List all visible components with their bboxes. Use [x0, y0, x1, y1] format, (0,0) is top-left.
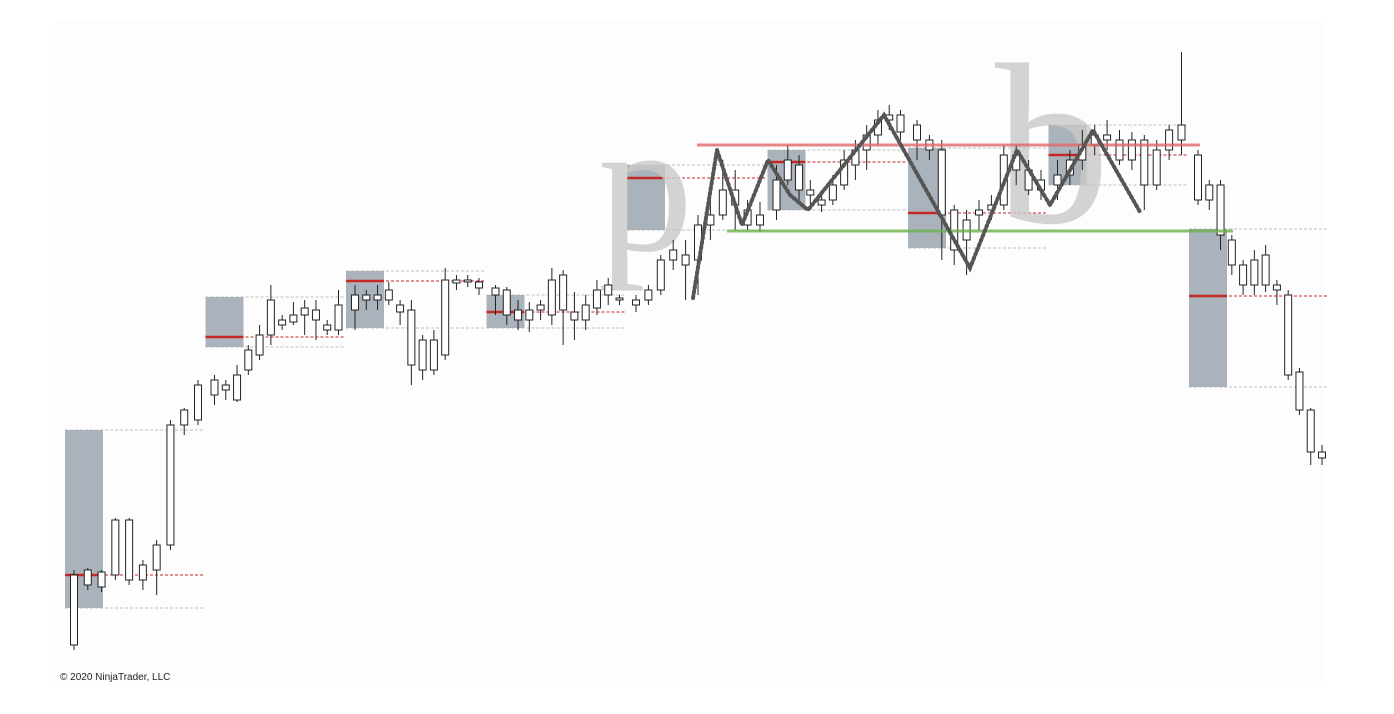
candle-body: [581, 304, 590, 321]
candle-body: [525, 309, 534, 321]
candle-body: [795, 164, 804, 191]
candle-body: [937, 149, 946, 216]
candle-body: [896, 114, 905, 133]
candle-body: [83, 569, 92, 586]
candle-body: [840, 159, 849, 186]
candle-body: [166, 424, 175, 546]
candle-body: [681, 254, 690, 266]
candle-body: [244, 349, 253, 371]
candle-body: [255, 334, 264, 356]
candle-body: [138, 564, 147, 581]
candle-body: [111, 519, 120, 576]
candle-body: [97, 571, 106, 588]
candle-body: [70, 574, 78, 646]
candle-body: [475, 281, 483, 289]
candle-body: [1140, 139, 1149, 186]
copyright: © 2020 NinjaTrader, LLC: [60, 672, 170, 683]
candle-body: [311, 309, 320, 321]
candle-body: [1053, 174, 1062, 186]
candle-body: [396, 304, 405, 313]
candle-body: [1272, 284, 1281, 291]
candle-body: [1239, 264, 1248, 286]
candle-body: [1177, 124, 1186, 141]
candle-body: [536, 304, 545, 311]
plot-area: [55, 20, 1325, 685]
candle-body: [1194, 154, 1202, 201]
candle-body: [1115, 139, 1124, 161]
candle-body: [491, 287, 500, 296]
candle-body: [194, 384, 202, 421]
candle-body: [615, 297, 624, 301]
candle-body: [1216, 184, 1225, 236]
candle-body: [373, 294, 382, 301]
candle-body: [913, 124, 921, 141]
candle-body: [289, 314, 298, 323]
candle-body: [407, 309, 416, 366]
candle-body: [278, 319, 287, 326]
candle-body: [592, 289, 601, 309]
candle-body: [1227, 239, 1236, 266]
candle-body: [152, 544, 161, 571]
candle-body: [502, 289, 511, 316]
candle-body: [180, 409, 189, 426]
candle-body: [221, 384, 230, 391]
candle-body: [1165, 129, 1174, 151]
candle-body: [756, 214, 764, 226]
candle-body: [975, 209, 983, 216]
candle-body: [772, 179, 781, 211]
candle-body: [817, 199, 826, 206]
candle-body: [718, 189, 727, 216]
candle-body: [1205, 184, 1214, 201]
candle-body: [351, 294, 359, 311]
candle-body: [300, 307, 309, 316]
candle-body: [125, 519, 134, 581]
candle-body: [1103, 134, 1112, 141]
candle-body: [429, 339, 438, 371]
candle-body: [806, 189, 815, 196]
value-area-profile: [627, 165, 665, 230]
candle-body: [323, 324, 332, 331]
candle-body: [1152, 149, 1161, 186]
candle-body: [418, 339, 427, 371]
candle-body: [828, 184, 837, 201]
candle-body: [362, 294, 371, 301]
value-area-profile: [205, 297, 244, 347]
candle-body: [1127, 139, 1136, 161]
candle-body: [1261, 254, 1270, 286]
candle-body: [1295, 371, 1304, 411]
candle-body: [644, 289, 653, 301]
candle-body: [1284, 294, 1293, 376]
candle-body: [1318, 451, 1326, 459]
value-area-profile: [1189, 229, 1227, 387]
candle-body: [632, 299, 640, 306]
candle-body: [559, 274, 568, 311]
candle-body: [656, 259, 665, 291]
candle-body: [514, 309, 523, 321]
candle-body: [266, 299, 275, 336]
pattern-path: [691, 111, 1142, 300]
candle-body: [210, 379, 219, 396]
candle-body: [1250, 259, 1259, 286]
candle-body: [452, 279, 461, 284]
candle-body: [384, 289, 393, 301]
candle-body: [441, 279, 450, 356]
candle-body: [570, 311, 579, 321]
candle-body: [463, 279, 472, 283]
candle-body: [547, 279, 556, 316]
pattern-label: p: [598, 82, 693, 292]
candle-body: [669, 249, 678, 261]
candle-body: [1306, 409, 1315, 453]
candle-body: [604, 284, 613, 296]
candle-body: [334, 304, 343, 331]
candle-body: [783, 159, 792, 181]
candle-body: [233, 374, 242, 401]
